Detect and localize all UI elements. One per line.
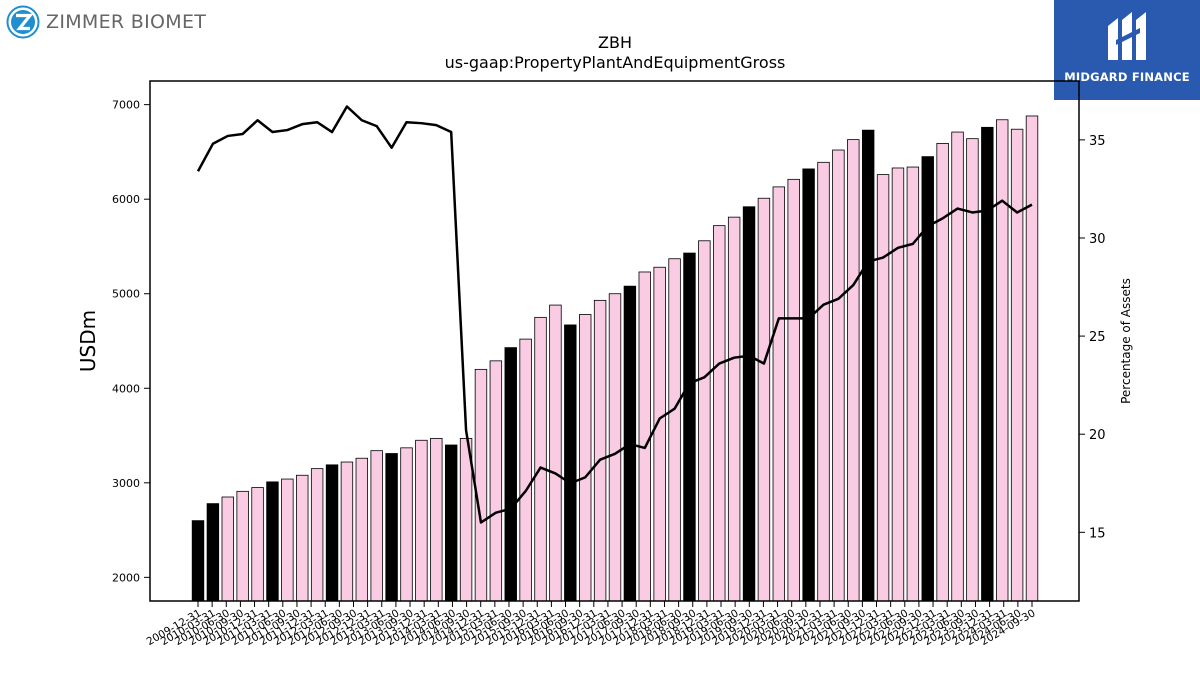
bar (1010, 128, 1024, 602)
bar (861, 129, 875, 602)
bar (981, 126, 994, 602)
bar (340, 461, 354, 602)
midgard-finance-logo-text: MIDGARD FINANCE (1064, 70, 1190, 84)
y-tick-label: 5000 (112, 288, 140, 301)
bar (489, 360, 503, 602)
bar (668, 258, 681, 602)
bar (906, 166, 920, 602)
bar (727, 216, 741, 602)
bar (996, 119, 1009, 602)
bar (444, 444, 458, 602)
bar (787, 178, 800, 602)
bar (832, 149, 845, 602)
bar (325, 464, 339, 602)
bar (847, 139, 860, 602)
x-axis: 2009-12-312010-03-312010-06-302010-09-30… (145, 601, 1038, 648)
bar (415, 439, 428, 602)
y-tick-label: 3000 (112, 477, 140, 490)
chart-subtitle: us-gaap:PropertyPlantAndEquipmentGross (445, 53, 786, 72)
bar (534, 316, 547, 602)
y2-axis-label: Percentage of Assets (1119, 278, 1133, 404)
y-tick-label: 7000 (112, 99, 140, 112)
bar (281, 478, 294, 602)
bar (653, 266, 666, 602)
y2-tick-label: 30 (1089, 232, 1106, 247)
midgard-finance-logo: MIDGARD FINANCE (1054, 0, 1200, 100)
bar (802, 168, 815, 602)
bar (400, 447, 413, 602)
y2-tick-label: 20 (1089, 428, 1106, 443)
percentage-line (196, 105, 1033, 524)
bar (579, 314, 592, 602)
y-tick-label: 4000 (112, 382, 140, 395)
bar (430, 437, 443, 602)
bar (519, 338, 532, 602)
zimmer-biomet-logo-text: ZIMMER BIOMET (46, 11, 207, 33)
bar (251, 487, 264, 602)
bar (355, 457, 369, 602)
bar (936, 142, 949, 602)
bar (966, 138, 979, 602)
bar (296, 474, 309, 602)
bar (370, 450, 383, 602)
plot-frame (149, 80, 1080, 602)
bar (310, 468, 324, 602)
bar (1025, 115, 1039, 602)
bar (638, 271, 651, 602)
bar (951, 131, 964, 602)
y-tick-label: 2000 (112, 571, 140, 584)
bar (876, 174, 890, 602)
y-tick-label: 6000 (112, 193, 140, 206)
bar (564, 324, 577, 602)
bar (713, 225, 726, 602)
chart-title: ZBH (598, 33, 632, 52)
right-y-axis: 15 20 25 30 35 (1079, 134, 1106, 541)
bar (683, 252, 696, 602)
bar (757, 197, 771, 602)
bar (608, 293, 622, 602)
y-axis-label: USDm (76, 310, 100, 372)
bar (236, 490, 249, 602)
bar-series (191, 115, 1039, 602)
zimmer-biomet-z-icon (6, 5, 40, 39)
midgard-m-icon (1108, 12, 1146, 60)
bar (266, 481, 279, 602)
bar (817, 161, 830, 602)
bar (221, 496, 234, 602)
bar (772, 186, 786, 602)
y2-tick-label: 25 (1089, 330, 1106, 345)
bar (474, 368, 488, 602)
bar (549, 304, 562, 602)
bar (504, 347, 517, 602)
y2-tick-label: 15 (1089, 526, 1106, 541)
bar (206, 503, 220, 602)
bar (698, 240, 711, 602)
bar (191, 520, 205, 602)
y2-tick-label: 35 (1089, 134, 1106, 149)
bar (742, 206, 756, 602)
bar (385, 453, 398, 602)
bar (891, 167, 905, 602)
left-y-axis: 2000 3000 4000 5000 6000 7000 (112, 99, 150, 584)
bar (593, 299, 607, 602)
line-series (196, 105, 1033, 524)
zimmer-biomet-logo: ZIMMER BIOMET (6, 4, 206, 40)
